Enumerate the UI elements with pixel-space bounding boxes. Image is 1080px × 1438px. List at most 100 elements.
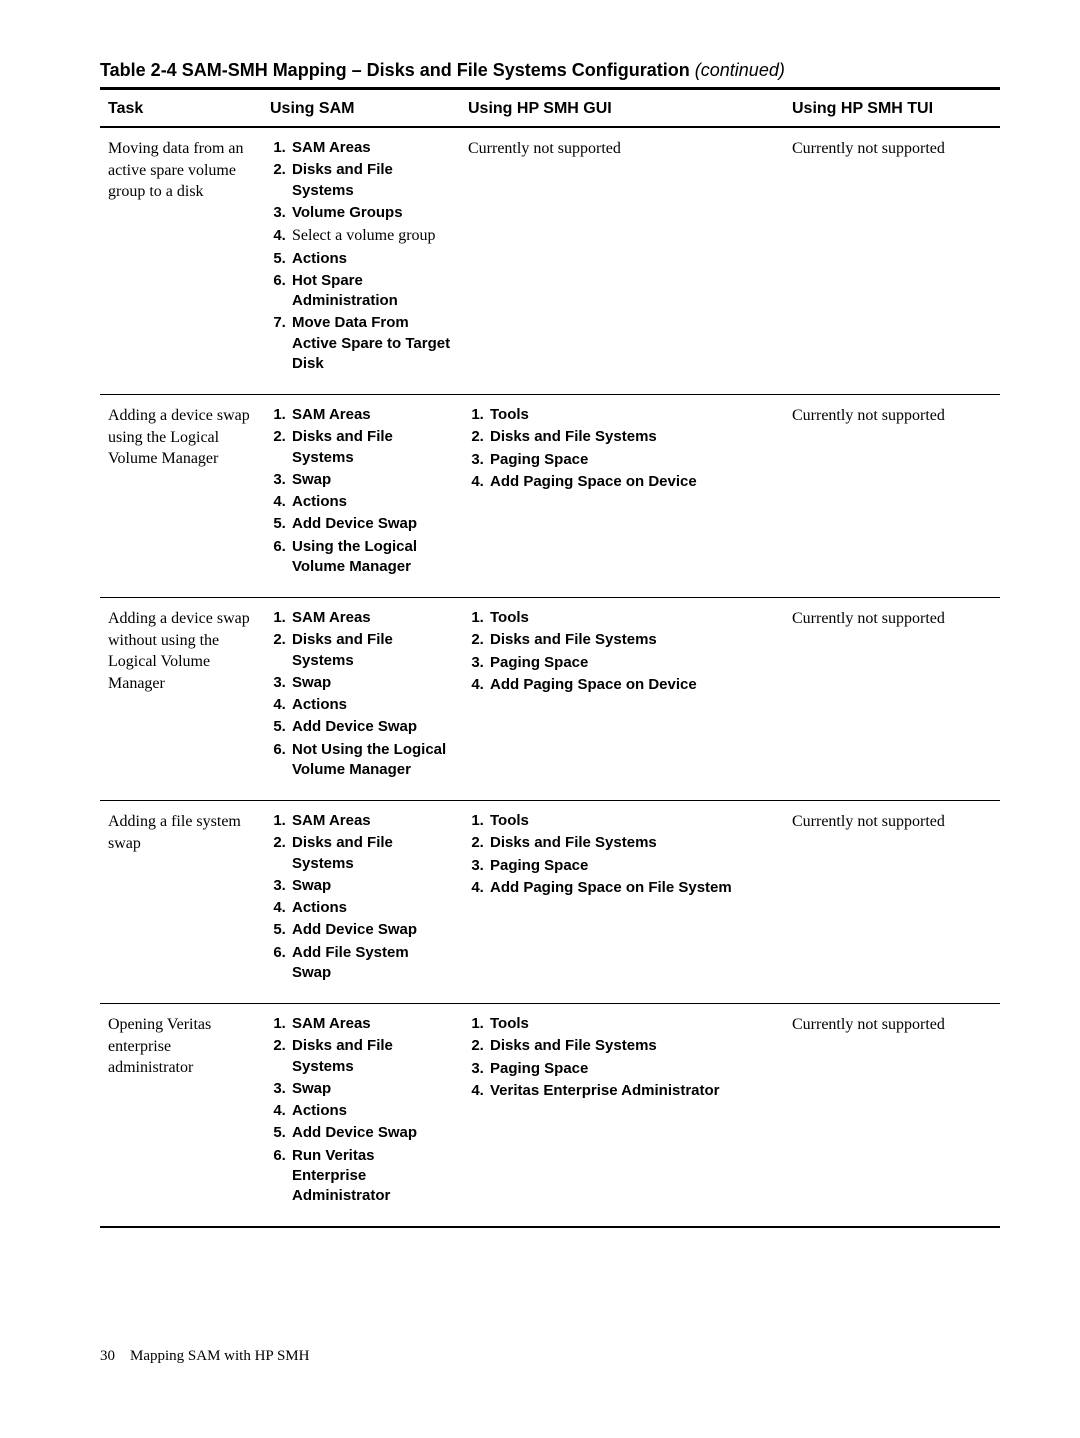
step-text: Not Using the Logical Volume Manager [292,741,446,778]
step-item: Add Paging Space on File System [488,878,776,898]
step-text: Disks and File Systems [292,428,393,465]
step-text: Swap [292,471,331,488]
step-text: Swap [292,1080,331,1097]
step-item: Add File System Swap [290,943,452,984]
step-item: Disks and File Systems [488,630,776,650]
step-item: Add Paging Space on Device [488,472,776,492]
step-item: Select a volume group [290,225,452,247]
step-text: Paging Space [490,1060,588,1077]
step-text: Paging Space [490,451,588,468]
table-title: Table 2-4 SAM-SMH Mapping – Disks and Fi… [100,60,1000,81]
step-text: Disks and File Systems [490,834,657,851]
step-text: Paging Space [490,857,588,874]
step-item: Disks and File Systems [290,833,452,874]
step-text: Disks and File Systems [490,631,657,648]
step-item: Add Paging Space on Device [488,675,776,695]
table-row: Adding a file system swap SAM Areas Disks … [100,801,1000,1004]
step-text: Add Paging Space on File System [490,879,732,896]
step-text: Disks and File Systems [292,161,393,198]
page-number: 30 [100,1348,115,1364]
step-item: Swap [290,876,452,896]
title-continued: (continued) [695,60,785,80]
step-item: Disks and File Systems [290,1036,452,1077]
step-item: Actions [290,1101,452,1121]
step-item: Paging Space [488,450,776,470]
cell-sam: SAM Areas Disks and File Systems Swap Actio… [262,801,460,1004]
footer-label: Mapping SAM with HP SMH [130,1348,309,1364]
step-text: SAM Areas [292,406,371,423]
step-item: Actions [290,249,452,269]
step-text: Add Paging Space on Device [490,473,697,490]
step-text: Disks and File Systems [490,428,657,445]
header-tui: Using HP SMH TUI [784,89,1000,128]
step-item: Disks and File Systems [290,160,452,201]
header-sam: Using SAM [262,89,460,128]
step-text: SAM Areas [292,1015,371,1032]
cell-gui: Tools Disks and File Systems Paging Space A… [460,801,784,1004]
header-gui: Using HP SMH GUI [460,89,784,128]
step-text: Move Data From Active Spare to Target Di… [292,314,450,372]
step-text: Actions [292,899,347,916]
step-item: Disks and File Systems [488,427,776,447]
cell-task: Opening Veritas enterprise administrator [100,1004,262,1228]
step-text: Tools [490,1015,529,1032]
page-footer: 30 Mapping SAM with HP SMH [100,1348,1000,1365]
step-text: Disks and File Systems [490,1037,657,1054]
step-item: Actions [290,695,452,715]
step-text: Add Device Swap [292,515,417,532]
step-text: Swap [292,674,331,691]
step-item: Not Using the Logical Volume Manager [290,740,452,781]
step-item: Paging Space [488,856,776,876]
step-item: Tools [488,405,776,425]
step-text: Disks and File Systems [292,631,393,668]
step-item: Tools [488,608,776,628]
step-item: Tools [488,1014,776,1034]
cell-tui: Currently not supported [784,801,1000,1004]
step-text: Paging Space [490,654,588,671]
step-text: Using the Logical Volume Manager [292,538,417,575]
cell-task: Adding a device swap using the Logical V… [100,395,262,598]
step-text: Volume Groups [292,204,403,221]
step-text: Veritas Enterprise Administrator [490,1082,720,1099]
step-text: Add Device Swap [292,718,417,735]
cell-tui: Currently not supported [784,127,1000,395]
step-text: Add Device Swap [292,1124,417,1141]
step-item: Paging Space [488,653,776,673]
step-text: Hot Spare Administration [292,272,398,309]
step-text: Swap [292,877,331,894]
table-row: Adding a device swap using the Logical V… [100,395,1000,598]
step-item: Veritas Enterprise Administrator [488,1081,776,1101]
step-item: Add Device Swap [290,1123,452,1143]
step-text: Tools [490,812,529,829]
cell-task: Adding a file system swap [100,801,262,1004]
step-item: Actions [290,492,452,512]
step-item: Add Device Swap [290,514,452,534]
step-item: Tools [488,811,776,831]
step-item: SAM Areas [290,811,452,831]
step-text: SAM Areas [292,812,371,829]
cell-sam: SAM Areas Disks and File Systems Swap Actio… [262,598,460,801]
title-main: Table 2-4 SAM-SMH Mapping – Disks and Fi… [100,60,690,80]
step-text: Disks and File Systems [292,834,393,871]
table-row: Moving data from an active spare volume … [100,127,1000,395]
cell-tui: Currently not supported [784,1004,1000,1228]
step-item: Add Device Swap [290,920,452,940]
step-text: Add Paging Space on Device [490,676,697,693]
step-item: SAM Areas [290,1014,452,1034]
step-item: Using the Logical Volume Manager [290,537,452,578]
cell-sam: SAM Areas Disks and File Systems Volume Gr… [262,127,460,395]
cell-tui: Currently not supported [784,598,1000,801]
table-row: Adding a device swap without using the L… [100,598,1000,801]
step-text: SAM Areas [292,609,371,626]
step-text: Actions [292,250,347,267]
cell-gui: Tools Disks and File Systems Paging Space A… [460,395,784,598]
step-text: Tools [490,406,529,423]
step-item: Move Data From Active Spare to Target Di… [290,313,452,374]
step-text: Run Veritas Enterprise Administrator [292,1147,390,1205]
step-item: Add Device Swap [290,717,452,737]
step-text: SAM Areas [292,139,371,156]
step-text: Add File System Swap [292,944,409,981]
step-item: SAM Areas [290,608,452,628]
step-item: Swap [290,1079,452,1099]
header-task: Task [100,89,262,128]
